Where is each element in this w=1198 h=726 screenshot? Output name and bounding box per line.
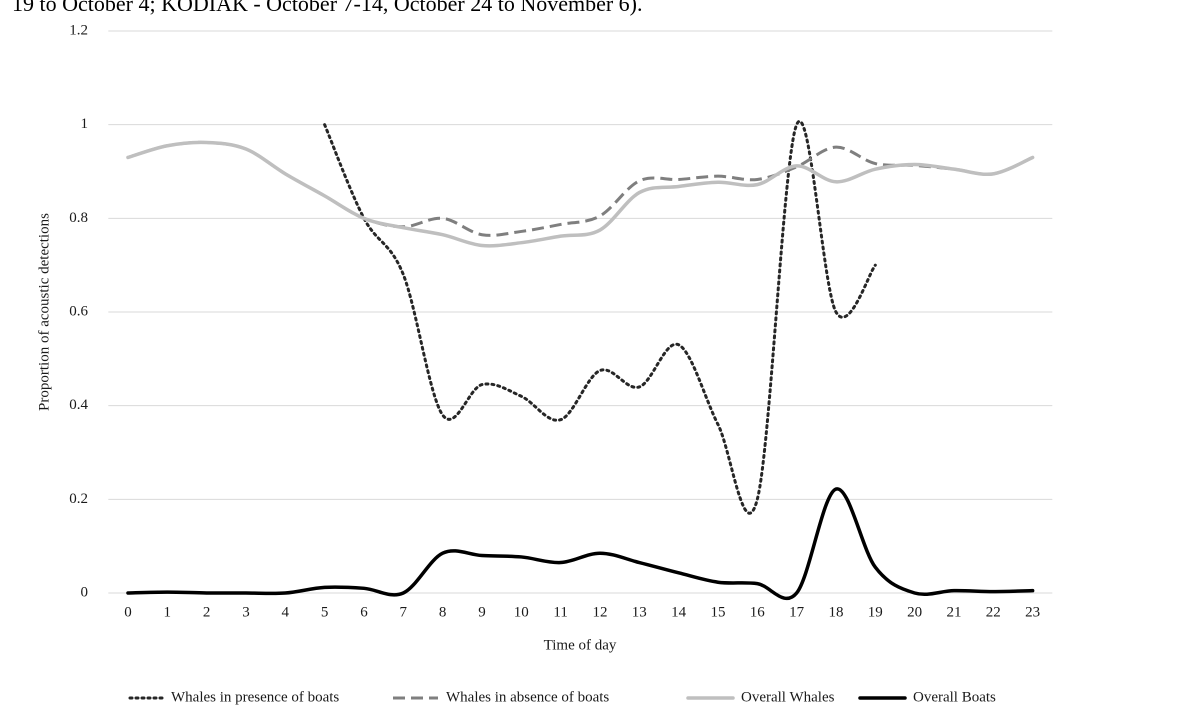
x-tick-label: 0 [124, 604, 132, 620]
x-tick-label: 16 [750, 604, 766, 620]
legend-label: Whales in presence of boats [171, 689, 339, 705]
x-tick-label: 8 [439, 604, 447, 620]
x-tick-label: 11 [553, 604, 567, 620]
x-tick-label: 1 [164, 604, 172, 620]
line-series [126, 487, 1035, 601]
x-tick-label: 14 [671, 604, 687, 620]
legend-label: Overall Boats [913, 689, 996, 705]
x-tick-label: 3 [242, 604, 250, 620]
x-tick-label: 15 [710, 604, 725, 620]
caption: 19 to October 4; KODIAK - October 7-14, … [12, 0, 643, 16]
y-axis-label: Proportion of acoustic detections [36, 213, 52, 411]
x-tick-label: 9 [478, 604, 486, 620]
line-series [323, 119, 877, 515]
x-tick-label: 21 [946, 604, 961, 620]
legend-label: Whales in absence of boats [446, 689, 609, 705]
y-tick-label: 1 [81, 116, 89, 132]
x-tick-label: 4 [282, 604, 290, 620]
x-tick-label: 5 [321, 604, 329, 620]
y-tick-label: 0.4 [69, 397, 88, 413]
x-tick-label: 20 [907, 604, 922, 620]
x-tick-label: 22 [986, 604, 1001, 620]
line-series [126, 140, 1035, 248]
x-tick-label: 18 [828, 604, 843, 620]
x-tick-label: 13 [632, 604, 647, 620]
y-tick-label: 1.2 [69, 22, 88, 38]
legend-label: Overall Whales [741, 689, 835, 705]
y-tick-label: 0.6 [69, 303, 88, 319]
x-axis-label: Time of day [544, 637, 617, 653]
x-tick-label: 2 [203, 604, 211, 620]
y-tick-label: 0.2 [69, 491, 88, 507]
line-series [127, 140, 1034, 237]
x-tick-label: 23 [1025, 604, 1040, 620]
x-tick-label: 6 [360, 604, 368, 620]
y-tick-label: 0.8 [69, 210, 88, 226]
x-tick-label: 12 [592, 604, 607, 620]
x-tick-label: 10 [514, 604, 529, 620]
x-tick-label: 19 [868, 604, 883, 620]
x-tick-label: 7 [400, 604, 408, 620]
x-tick-label: 17 [789, 604, 805, 620]
y-tick-label: 0 [81, 584, 89, 600]
